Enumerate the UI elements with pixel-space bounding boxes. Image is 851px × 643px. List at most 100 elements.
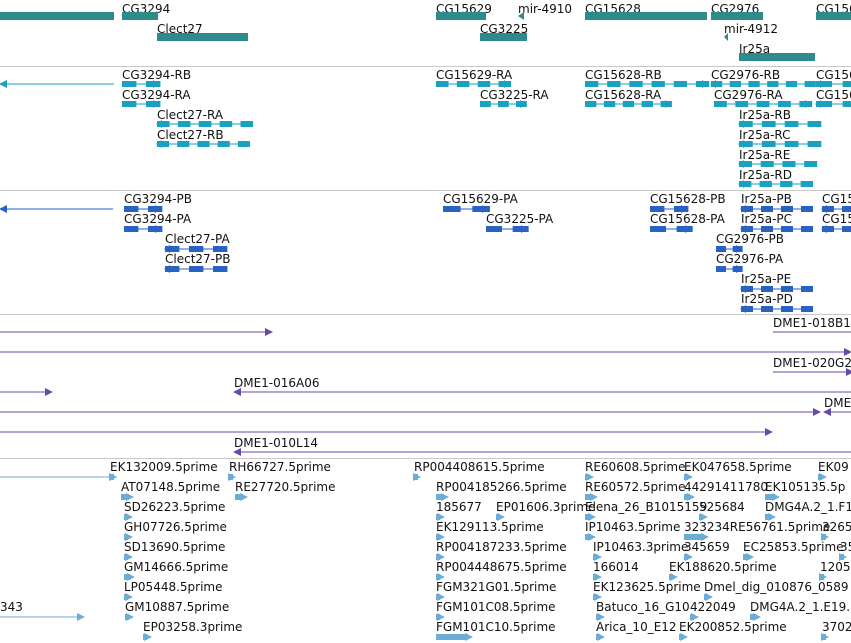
- est-feature-glyph[interactable]: [495, 511, 511, 523]
- est-feature-glyph[interactable]: [123, 551, 139, 563]
- transcript-feature-glyph[interactable]: [435, 78, 516, 90]
- transcript-feature-glyph[interactable]: [121, 78, 165, 90]
- est-feature-glyph[interactable]: [123, 531, 139, 543]
- protein-feature-glyph[interactable]: [740, 223, 818, 235]
- est-feature-label[interactable]: FGM101C10.5prime: [436, 620, 556, 634]
- transcript-feature-glyph[interactable]: [710, 78, 821, 90]
- transcript-feature-glyph[interactable]: [738, 118, 826, 130]
- protein-feature-glyph[interactable]: [821, 223, 851, 235]
- protein-feature-glyph[interactable]: [0, 203, 120, 215]
- gene-feature-glyph[interactable]: [584, 10, 714, 22]
- protein-feature-label[interactable]: CG3294-PA: [124, 212, 192, 226]
- est-feature-label[interactable]: RP004448675.5prime: [436, 560, 567, 574]
- est-feature-glyph[interactable]: [839, 551, 851, 563]
- protein-feature-glyph[interactable]: [715, 263, 748, 275]
- est-feature-label[interactable]: Arica_10_E12: [596, 620, 677, 634]
- est-feature-glyph[interactable]: [435, 591, 451, 603]
- est-feature-label[interactable]: 3265: [822, 520, 851, 534]
- transcript-feature-glyph[interactable]: [738, 178, 818, 190]
- est-feature-glyph[interactable]: [698, 511, 714, 523]
- est-feature-label[interactable]: RE27720.5prime: [235, 480, 336, 494]
- transcript-feature-label[interactable]: CG15628-RA: [585, 88, 662, 102]
- est-feature-glyph[interactable]: [683, 491, 701, 503]
- est-feature-label[interactable]: IP10463.5prime: [585, 520, 681, 534]
- protein-feature-label[interactable]: CG15: [822, 212, 851, 226]
- transcript-feature-label[interactable]: CG156: [816, 88, 851, 102]
- est-feature-glyph[interactable]: [0, 611, 91, 623]
- est-feature-glyph[interactable]: [817, 471, 833, 483]
- est-feature-glyph[interactable]: [435, 611, 451, 623]
- est-feature-label[interactable]: EK200852.5prime: [679, 620, 787, 634]
- est-feature-label[interactable]: FGM321G01.5prime: [436, 580, 557, 594]
- est-feature-glyph[interactable]: [123, 571, 141, 583]
- est-feature-label[interactable]: LP05448.5prime: [124, 580, 223, 594]
- transcript-feature-glyph[interactable]: [584, 98, 677, 110]
- est-feature-glyph[interactable]: [683, 531, 715, 543]
- est-feature-label[interactable]: RH66727.5prime: [229, 460, 331, 474]
- est-feature-label[interactable]: DMG4A.2_1.E19.: [750, 600, 851, 614]
- gene-feature-glyph[interactable]: [156, 31, 255, 43]
- gene-feature-glyph[interactable]: [121, 10, 165, 22]
- bac-clone-feature-glyph[interactable]: [0, 346, 851, 358]
- protein-feature-label[interactable]: CG3294-PB: [124, 192, 193, 206]
- est-feature-glyph[interactable]: [228, 471, 242, 483]
- protein-feature-label[interactable]: CG2976-PA: [716, 252, 784, 266]
- gene-feature-glyph[interactable]: [815, 10, 851, 22]
- protein-feature-label[interactable]: CG15: [822, 192, 851, 206]
- transcript-feature-label[interactable]: Ir25a-RD: [739, 168, 793, 182]
- transcript-feature-label[interactable]: CG3294-RA: [122, 88, 191, 102]
- gene-feature-glyph[interactable]: [435, 10, 493, 22]
- bac-clone-feature-glyph[interactable]: [0, 326, 279, 338]
- bac-clone-feature-label[interactable]: DME: [824, 396, 851, 410]
- bac-clone-feature-glyph[interactable]: [772, 326, 851, 338]
- est-feature-glyph[interactable]: [435, 511, 451, 523]
- est-feature-label[interactable]: GH07726.5prime: [124, 520, 227, 534]
- bac-clone-feature-glyph[interactable]: [0, 426, 779, 438]
- est-feature-label[interactable]: EK09: [818, 460, 849, 474]
- bac-clone-feature-label[interactable]: DME1-016A06: [234, 376, 320, 390]
- protein-feature-glyph[interactable]: [715, 243, 748, 255]
- transcript-feature-glyph[interactable]: [815, 98, 851, 110]
- est-feature-glyph[interactable]: [821, 631, 835, 643]
- protein-feature-glyph[interactable]: [740, 303, 818, 315]
- est-feature-glyph[interactable]: [124, 611, 140, 623]
- transcript-feature-glyph[interactable]: [156, 138, 255, 150]
- est-feature-label[interactable]: EP03258.3prime: [143, 620, 243, 634]
- est-feature-glyph[interactable]: [595, 611, 611, 623]
- est-feature-label[interactable]: 345659: [684, 540, 730, 554]
- est-feature-label[interactable]: EK129113.5prime: [436, 520, 544, 534]
- protein-feature-glyph[interactable]: [164, 263, 232, 275]
- protein-feature-glyph[interactable]: [123, 223, 167, 235]
- transcript-feature-label[interactable]: Ir25a-RE: [739, 148, 791, 162]
- transcript-feature-label[interactable]: Clect27-RB: [157, 128, 224, 142]
- est-feature-glyph[interactable]: [435, 551, 451, 563]
- bac-clone-feature-glyph[interactable]: [233, 446, 851, 458]
- est-feature-glyph[interactable]: [435, 491, 455, 503]
- protein-feature-glyph[interactable]: [649, 203, 693, 215]
- est-feature-label[interactable]: EK132009.5prime: [110, 460, 218, 474]
- transcript-feature-glyph[interactable]: [815, 78, 851, 90]
- gene-feature-glyph[interactable]: [710, 10, 770, 22]
- est-feature-glyph[interactable]: [584, 511, 602, 523]
- est-feature-label[interactable]: 44291411780: [684, 480, 768, 494]
- est-feature-glyph[interactable]: [435, 571, 451, 583]
- est-feature-glyph[interactable]: [749, 611, 767, 623]
- transcript-feature-glyph[interactable]: [584, 78, 714, 90]
- transcript-feature-glyph[interactable]: [156, 118, 258, 130]
- transcript-feature-glyph[interactable]: [121, 98, 165, 110]
- gene-feature-glyph[interactable]: [738, 51, 822, 63]
- transcript-feature-label[interactable]: CG3225-RA: [480, 88, 549, 102]
- est-feature-label[interactable]: AT07148.5prime: [121, 480, 221, 494]
- est-feature-glyph[interactable]: [683, 471, 699, 483]
- est-feature-label[interactable]: DMG4A.2_1.F1: [765, 500, 851, 514]
- est-feature-glyph[interactable]: [678, 631, 694, 643]
- transcript-feature-glyph[interactable]: [738, 138, 826, 150]
- est-feature-glyph[interactable]: [584, 491, 604, 503]
- est-feature-glyph[interactable]: [689, 611, 705, 623]
- est-feature-label[interactable]: 35: [840, 540, 851, 554]
- transcript-feature-glyph[interactable]: [479, 98, 532, 110]
- est-feature-label[interactable]: 3702: [822, 620, 851, 634]
- est-feature-label[interactable]: GM10887.5prime: [125, 600, 230, 614]
- est-feature-glyph[interactable]: [584, 471, 600, 483]
- est-feature-glyph[interactable]: [764, 491, 786, 503]
